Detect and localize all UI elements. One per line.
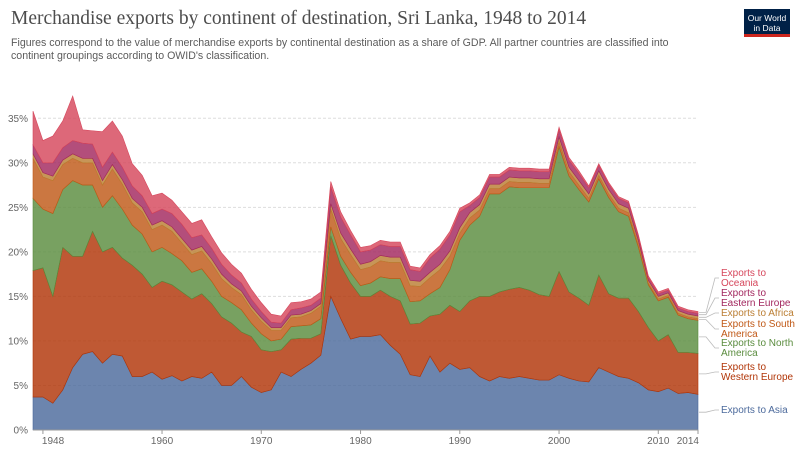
chart-title: Merchandise exports by continent of dest… [11,8,587,29]
legend-label-exports-to-western-europe[interactable]: Exports to Western Europe [721,362,794,383]
legend-label-exports-to-africa[interactable]: Exports to Africa [721,308,794,319]
area-layers [32,95,699,431]
y-tick-label: 15% [8,292,28,303]
x-tick-label: 2010 [647,436,670,447]
legend-label-exports-to-eastern-europe[interactable]: Exports to Eastern Europe [721,288,791,309]
x-axis-ticks: 1948 1960 1970 1980 1990 2000 2010 2014 [33,429,700,447]
x-tick-label: 1960 [151,436,174,447]
x-tick-label: 1948 [42,436,65,447]
y-tick-label: 0% [14,426,29,437]
y-tick-label: 20% [8,247,28,258]
y-axis-ticks: 0% 5% 10% 15% 20% 25% 30% 35% [8,114,28,437]
legend-label-exports-to-south-america[interactable]: Exports to South America [721,319,795,340]
legend-label-exports-to-north-america[interactable]: Exports to North America [721,338,793,359]
legend-label-exports-to-oceania[interactable]: Exports to Oceania [721,268,766,289]
legend-connector [699,371,719,375]
logo-line-1: Our World [747,13,787,23]
legend-connector [699,297,719,316]
x-tick-label: 1970 [250,436,273,447]
y-tick-label: 35% [8,114,28,125]
y-tick-label: 5% [14,381,29,392]
x-tick-label: 1980 [349,436,372,447]
legend-connector [699,319,719,330]
legend-connector [699,409,719,413]
x-tick-label: 2000 [548,436,571,447]
y-tick-label: 30% [8,158,28,169]
area-exports-to-oceania[interactable] [32,95,699,324]
logo-accent-bar [744,34,790,37]
legend-label-exports-to-asia[interactable]: Exports to Asia [721,405,788,416]
y-tick-label: 25% [8,203,28,214]
x-tick-label: 1990 [449,436,472,447]
logo-line-2: in Data [753,23,781,33]
legend-connector [699,336,719,349]
legend-connector [699,312,719,318]
chart-subtitle: Figures correspond to the value of merch… [11,37,669,62]
y-tick-label: 10% [8,336,28,347]
owid-logo[interactable]: Our World in Data [744,9,790,37]
legend-connector [699,277,719,313]
x-tick-label: 2014 [677,436,700,447]
